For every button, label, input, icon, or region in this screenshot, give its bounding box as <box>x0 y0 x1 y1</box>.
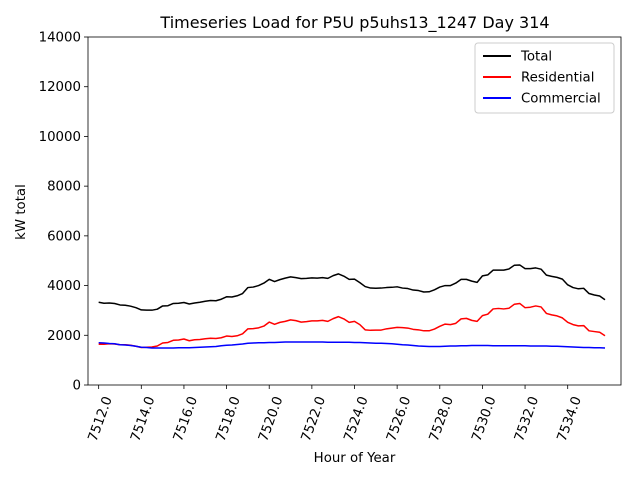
y-tick-label: 6000 <box>47 229 81 244</box>
y-tick-label: 14000 <box>39 31 81 46</box>
y-axis-label: kW total <box>14 184 29 240</box>
legend-label-residential: Residential <box>521 71 594 86</box>
legend: Total Residential Commercial <box>474 42 615 114</box>
y-tick-label: 12000 <box>39 80 81 95</box>
y-axis: 0 2000 4000 6000 8000 10000 12000 14000 <box>39 31 88 394</box>
y-tick-label: 0 <box>73 379 81 394</box>
plot-area <box>87 36 622 386</box>
x-axis-label: Hour of Year <box>314 451 396 466</box>
series-line-residential <box>98 302 606 349</box>
legend-label-total: Total <box>520 50 552 65</box>
y-tick-label: 10000 <box>39 130 81 145</box>
series-line-total <box>98 264 606 311</box>
y-tick-label: 2000 <box>47 329 81 344</box>
legend-box <box>474 42 615 114</box>
chart-title: Timeseries Load for P5U p5uhs13_1247 Day… <box>159 13 549 33</box>
y-tick-label: 4000 <box>47 279 81 294</box>
legend-label-commercial: Commercial <box>521 92 601 107</box>
y-tick-label: 8000 <box>47 180 81 195</box>
series-line-commercial <box>98 341 606 349</box>
